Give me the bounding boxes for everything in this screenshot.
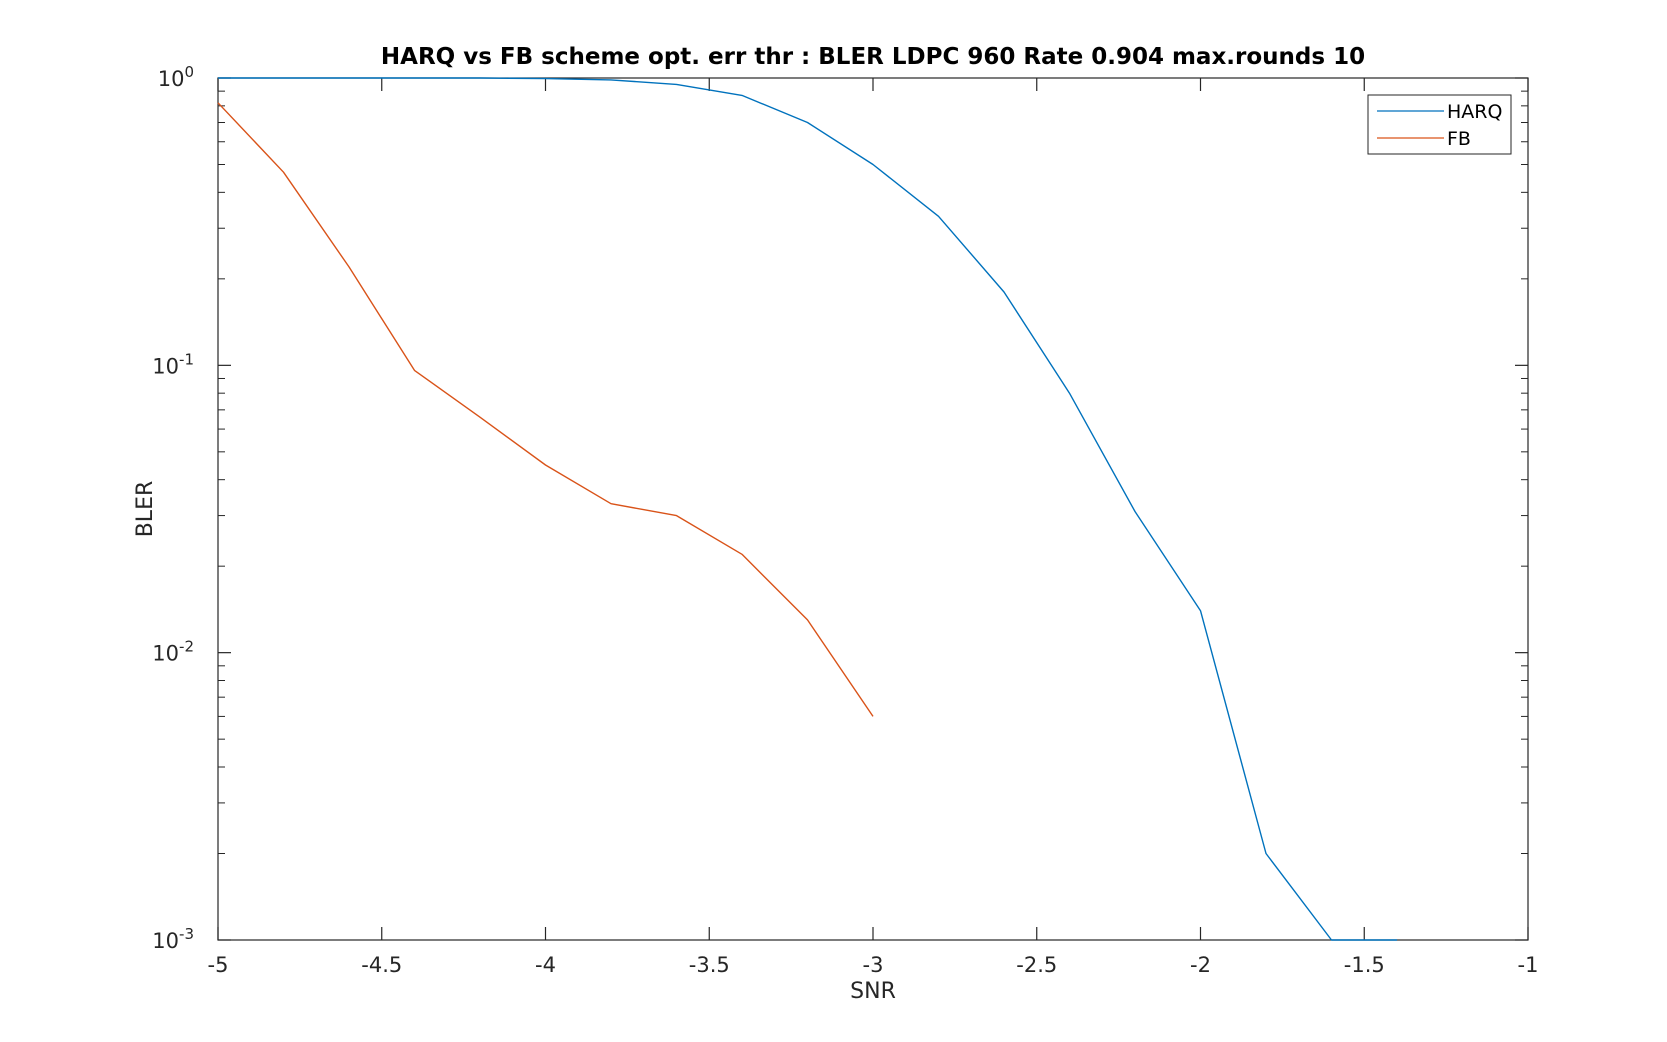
series-line-fb	[217, 102, 874, 717]
y-tick-label: 10-3	[152, 925, 194, 953]
x-tick-label: -2.5	[1016, 953, 1057, 977]
legend: HARQ FB	[1367, 94, 1512, 155]
y-tick-label: 10-2	[152, 638, 194, 666]
y-tick-label: 10-1	[152, 350, 194, 378]
y-axis-label: BLER	[133, 481, 158, 538]
x-tick-label: -3.5	[689, 953, 730, 977]
legend-label-harq: HARQ	[1447, 101, 1502, 123]
x-tick-label: -4.5	[361, 953, 402, 977]
x-tick-label: -5	[208, 953, 229, 977]
legend-label-fb: FB	[1447, 128, 1471, 150]
series-line-harq	[218, 77, 1397, 941]
chart-title: HARQ vs FB scheme opt. err thr : BLER LD…	[381, 44, 1365, 70]
x-tick-label: -4	[535, 953, 556, 977]
series-layer	[217, 77, 1397, 941]
x-tick-label: -1.5	[1344, 953, 1385, 977]
x-axis-label: SNR	[850, 979, 896, 1004]
x-tick-label: -3	[863, 953, 884, 977]
minor-ticks	[218, 90, 1528, 855]
y-tick-label: 100	[158, 63, 194, 91]
plot-area	[217, 77, 1529, 941]
x-tick-label: -1	[1518, 953, 1539, 977]
x-tick-label: -2	[1190, 953, 1211, 977]
major-ticks	[217, 77, 1529, 941]
x-tick-labels: -5 -4.5 -4 -3.5 -3 -2.5 -2 -1.5 -1	[208, 953, 1539, 977]
axes-box	[217, 77, 1529, 941]
y-tick-labels: 100 10-1 10-2 10-3	[152, 63, 194, 953]
legend-box	[1367, 94, 1512, 155]
